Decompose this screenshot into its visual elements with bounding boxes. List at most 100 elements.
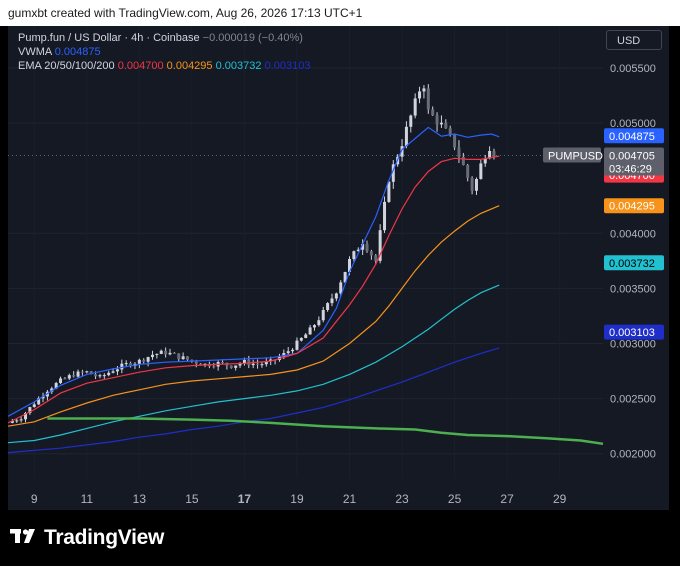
candle-body [15, 420, 19, 422]
ema50-price-tag [604, 198, 664, 214]
ema20-value: 0.004700 [117, 60, 164, 72]
candle-body [150, 354, 154, 358]
candle-body [260, 364, 264, 366]
candle-body [488, 151, 492, 159]
candle-body [238, 363, 242, 366]
candle-body [155, 353, 159, 355]
x-tick-label: 21 [343, 492, 357, 506]
y-tick-label: 0.003500 [610, 283, 656, 295]
candle-body [59, 378, 63, 384]
candle-body [129, 363, 133, 367]
candle-body [457, 147, 461, 157]
candle-body [72, 375, 76, 377]
candle-body [418, 91, 422, 99]
candle-body [365, 243, 369, 252]
y-tick-label: 0.004000 [610, 228, 656, 240]
countdown-text: 03:46:29 [609, 164, 652, 176]
candle-body [409, 115, 413, 127]
series-line-long-ma [47, 417, 604, 446]
header-bar: gumxbt created with TradingView.com, Aug… [0, 0, 680, 26]
candle-body [32, 404, 36, 408]
candle-body [242, 359, 246, 364]
candle-body [142, 359, 146, 362]
candle-body [470, 177, 474, 191]
candle-body [107, 372, 111, 376]
candle-body [422, 88, 426, 92]
candle-body [374, 255, 378, 261]
chart-frame[interactable]: 0.005500 0.005000 0.004000 0.003500 0.003000… [8, 26, 669, 510]
candle-body [343, 271, 347, 283]
x-tick-label: 11 [81, 492, 94, 506]
candle-body [41, 396, 45, 399]
candle-body [317, 320, 321, 326]
last-price-text: 0.004705 [609, 151, 655, 163]
candle-body [168, 352, 172, 355]
candle-body [361, 243, 365, 250]
candle-body [181, 356, 185, 360]
candle-body [54, 383, 58, 389]
ema50-value: 0.004295 [166, 60, 213, 72]
candle-body [137, 359, 141, 364]
candle-body [326, 303, 330, 310]
candle-body [312, 325, 316, 328]
attribution-text: gumxbt created with TradingView.com, Aug… [8, 6, 363, 20]
candle-body [369, 251, 373, 256]
candle-body [391, 164, 395, 182]
y-tick-label: 0.003000 [610, 339, 656, 351]
candle-body [111, 371, 115, 373]
candle-body [146, 357, 150, 362]
candle-body [67, 375, 71, 379]
candle-body [413, 98, 417, 116]
candle-body [102, 375, 106, 377]
candle-body [89, 371, 93, 375]
price-chart[interactable]: 0.005500 0.005000 0.004000 0.003500 0.003000… [8, 26, 669, 510]
y-tick-label: 0.005000 [610, 118, 656, 130]
candle-body [466, 165, 470, 178]
y-tick-label: 0.002500 [610, 394, 656, 406]
candle-body [251, 363, 255, 366]
ema200-price-text: 0.003103 [609, 327, 655, 339]
candle-body [124, 363, 128, 365]
candle-body [50, 388, 54, 392]
candle-body [339, 282, 343, 294]
candle-body [164, 350, 168, 355]
candle-body [190, 359, 194, 362]
legend-ema-row: EMA 20/50/100/200 0.004700 0.004295 0.00… [18, 60, 310, 72]
candle-body [321, 309, 325, 321]
x-tick-label: 9 [31, 492, 38, 506]
x-tick-label: 29 [553, 492, 567, 506]
candle-body [76, 371, 80, 377]
candle-body [492, 151, 496, 157]
candle-body [291, 349, 295, 352]
candle-body [378, 230, 382, 261]
footer: TradingView [0, 510, 680, 566]
series-line-ema-200 [8, 347, 500, 454]
tradingview-wordmark: TradingView [44, 526, 165, 549]
ema-label[interactable]: EMA 20/50/100/200 [18, 60, 115, 72]
candle-body [479, 163, 483, 179]
x-tick-label: 13 [133, 492, 147, 506]
candle-body [286, 351, 290, 354]
candle-body [426, 88, 430, 110]
x-tick-label: 19 [290, 492, 304, 506]
candle-body [63, 378, 67, 380]
candle-body [435, 115, 439, 125]
candle-body [85, 371, 89, 373]
symbol-title[interactable]: Pump.fun / US Dollar · 4h · Coinbase [18, 32, 200, 44]
x-tick-label: 15 [185, 492, 199, 506]
currency-button[interactable]: USD [606, 30, 662, 50]
vwma-value: 0.004875 [54, 46, 101, 58]
candle-body [94, 374, 98, 377]
y-tick-label: 0.002000 [610, 449, 656, 461]
candle-body [229, 365, 233, 368]
vwma-label[interactable]: VWMA [18, 46, 52, 58]
candle-body [299, 338, 303, 341]
y-tick-label: 0.005500 [610, 63, 656, 75]
candle-body [28, 407, 32, 414]
ema100-price-text: 0.003732 [609, 258, 655, 270]
ema200-value: 0.003103 [264, 60, 311, 72]
candle-body [431, 109, 435, 116]
candle-body [256, 363, 260, 365]
candle-body [282, 353, 286, 357]
candle-body [448, 128, 452, 135]
